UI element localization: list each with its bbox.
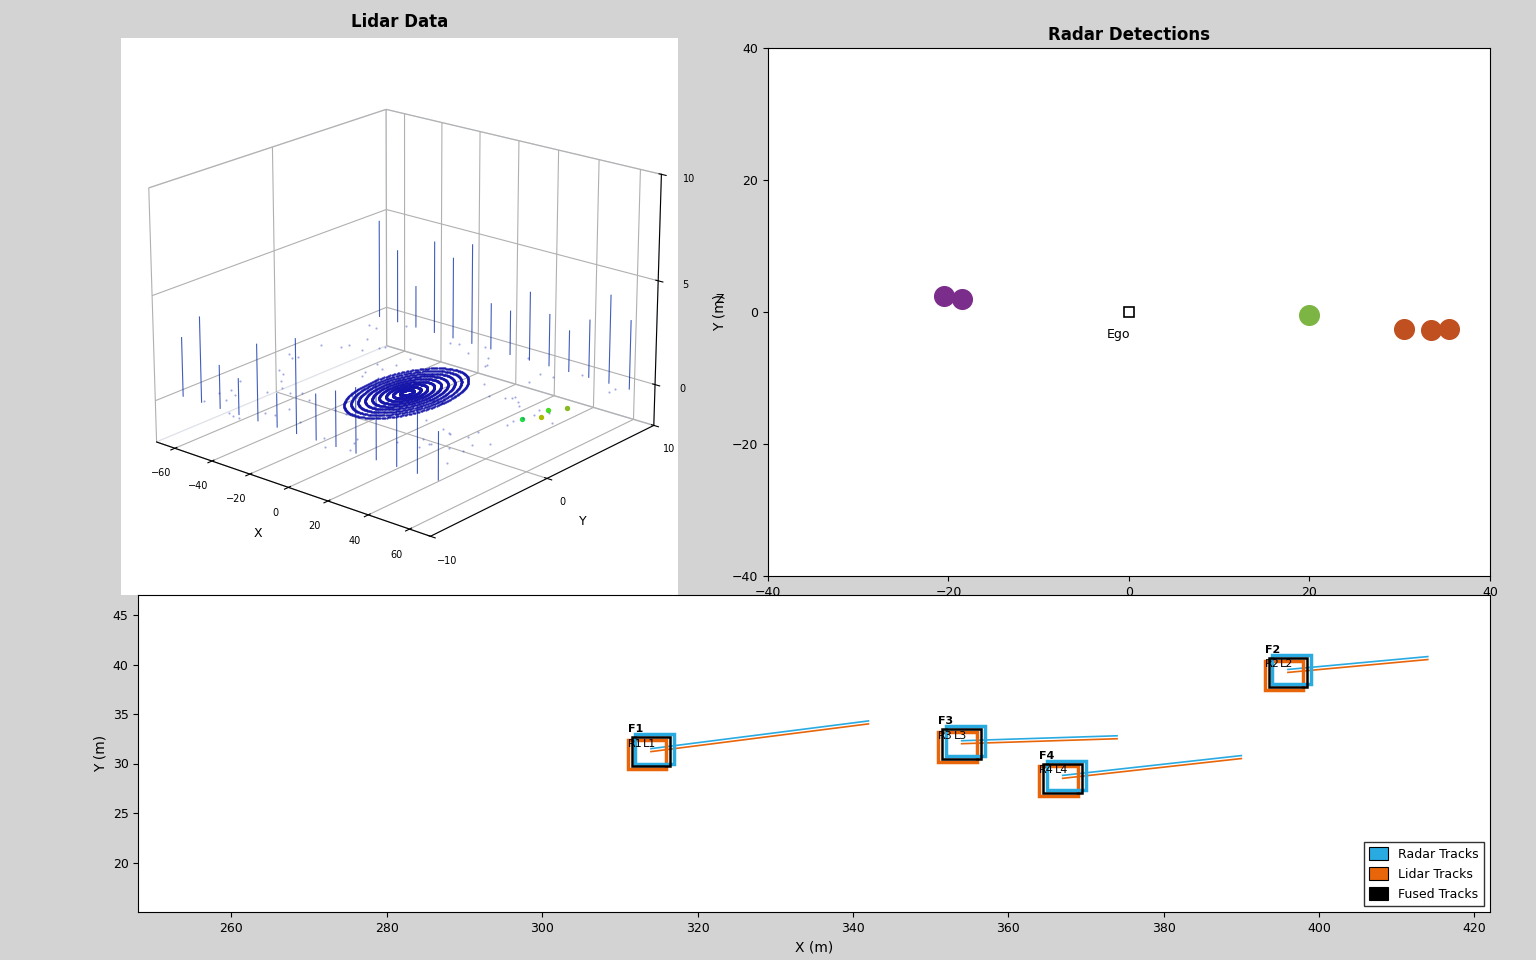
Y-axis label: Y: Y xyxy=(579,516,587,528)
Y-axis label: Y (m): Y (m) xyxy=(713,294,727,330)
Bar xyxy=(631,736,670,766)
Text: F3: F3 xyxy=(938,716,954,726)
Text: R4: R4 xyxy=(1040,765,1054,776)
Text: Ego: Ego xyxy=(1106,328,1130,342)
Bar xyxy=(942,729,982,758)
Point xyxy=(1438,321,1462,336)
Point xyxy=(1296,307,1321,323)
Bar xyxy=(1048,760,1086,790)
Text: L2: L2 xyxy=(1279,660,1293,669)
X-axis label: X: X xyxy=(253,527,263,540)
Bar xyxy=(628,740,667,770)
Text: R2: R2 xyxy=(1264,660,1279,669)
Point xyxy=(949,291,974,306)
Text: L1: L1 xyxy=(644,738,656,749)
Bar xyxy=(1272,655,1312,684)
Title: Lidar Data: Lidar Data xyxy=(350,13,449,32)
Legend: Radar Tracks, Lidar Tracks, Fused Tracks: Radar Tracks, Lidar Tracks, Fused Tracks xyxy=(1364,842,1484,905)
Text: L4: L4 xyxy=(1055,765,1068,776)
X-axis label: X (m): X (m) xyxy=(796,940,833,954)
Text: F4: F4 xyxy=(1040,751,1055,760)
Point xyxy=(1392,321,1416,336)
Bar xyxy=(1043,763,1081,793)
Text: R1: R1 xyxy=(628,738,642,749)
Point xyxy=(932,288,957,303)
Bar xyxy=(938,732,977,761)
Bar xyxy=(1269,658,1307,687)
Bar xyxy=(1040,766,1078,796)
Point xyxy=(1419,323,1444,338)
Bar xyxy=(1264,660,1304,690)
Y-axis label: Y (m): Y (m) xyxy=(94,735,108,772)
Bar xyxy=(636,733,674,763)
Text: R3: R3 xyxy=(938,731,954,741)
Text: F1: F1 xyxy=(628,724,644,733)
Title: Radar Detections: Radar Detections xyxy=(1048,26,1210,43)
Text: L3: L3 xyxy=(954,731,968,741)
X-axis label: X (m): X (m) xyxy=(1111,604,1147,618)
Bar xyxy=(946,726,985,756)
Text: F2: F2 xyxy=(1264,644,1279,655)
